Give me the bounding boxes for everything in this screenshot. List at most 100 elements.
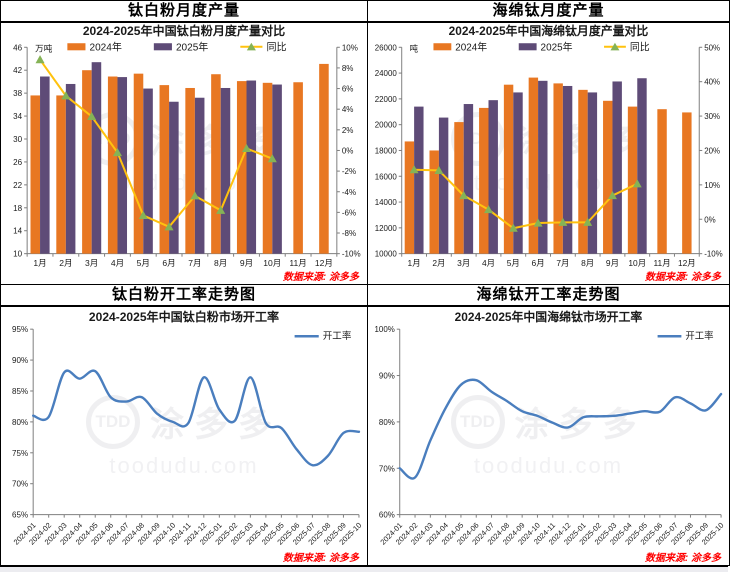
left-axis-tick-label: 22 [13, 181, 22, 190]
legend-swatch [153, 43, 172, 51]
bar-2024 [429, 150, 439, 254]
panel-title-tio2-rate: 钛白粉开工率走势图 [1, 285, 367, 307]
bar-2025 [612, 81, 622, 254]
bottom-scroll-strip [0, 566, 728, 572]
right-axis-tick-label: 10% [704, 181, 720, 190]
x-axis-label: 2月 [432, 258, 445, 268]
yoy-marker [35, 55, 45, 64]
yoy-marker [459, 190, 469, 200]
x-axis-label: 9月 [240, 258, 253, 268]
x-axis-label: 4月 [482, 258, 495, 268]
legend-label: 2024年 [89, 40, 121, 53]
bar-2024 [319, 63, 329, 254]
bar-2024 [236, 81, 247, 254]
bar-2024 [657, 109, 667, 254]
x-axis-label: 3月 [85, 258, 98, 268]
bar-2024 [627, 106, 638, 254]
left-axis-tick-label: 14 [13, 227, 22, 236]
legend-yoy-marker [610, 42, 620, 51]
panel-title-sponge-ti-output: 海绵钛月度产量 [368, 1, 729, 23]
bar-2024 [185, 87, 195, 254]
right-axis-tick-label: 4% [342, 105, 354, 114]
right-axis-tick-label: -4% [342, 188, 356, 197]
yoy-marker [409, 165, 419, 174]
x-axis-label: 12月 [678, 258, 696, 268]
yoy-marker [434, 165, 444, 174]
x-axis-label: 10月 [628, 258, 646, 268]
y-axis-tick-label: 80% [379, 418, 395, 427]
left-axis-tick-label: 10000 [375, 250, 398, 259]
bar-2025 [143, 88, 153, 254]
bar-2025 [513, 92, 523, 254]
right-axis-tick-label: 6% [342, 85, 354, 94]
yoy-marker [267, 154, 277, 163]
x-axis-label: 8月 [581, 258, 594, 268]
left-axis-tick-label: 26 [13, 158, 22, 167]
yoy-marker [216, 205, 226, 214]
yoy-marker [87, 111, 97, 120]
bar-2024 [56, 95, 66, 254]
yoy-marker [164, 222, 174, 231]
yoy-marker [61, 91, 71, 100]
chart-subtitle: 2024-2025年中国海绵钛市场开工率 [455, 309, 643, 324]
yoy-marker [138, 210, 148, 220]
bar-2025 [40, 76, 50, 254]
legend-label: 开工率 [323, 330, 352, 342]
bar-2025 [562, 85, 573, 254]
bar-2024 [479, 107, 489, 254]
data-source-note: 数据来源: 涂多多 [644, 272, 721, 283]
legend-label: 同比 [630, 41, 650, 53]
left-axis-tick-label: 10 [13, 250, 22, 259]
bar-2024 [682, 112, 692, 254]
bar-2024 [503, 84, 514, 254]
left-axis-tick-label: 26000 [375, 43, 398, 52]
x-axis-label: 8月 [214, 258, 227, 268]
left-axis-tick-label: 18 [13, 204, 22, 213]
yoy-marker [508, 223, 518, 232]
yoy-marker [533, 218, 543, 227]
x-axis-label: 7月 [188, 258, 201, 268]
legend-label: 同比 [266, 40, 286, 53]
x-axis-label: 5月 [507, 258, 520, 268]
right-axis-tick-label: -10% [342, 250, 361, 259]
x-axis-label: 5月 [137, 258, 150, 268]
right-axis-tick-label: 0% [704, 215, 715, 224]
sponge-ti-output-bar-chart: 2024-2025年中国海绵钛月度产量对比 2024年 2025年 同比 26000 24… [375, 23, 723, 268]
y-axis-tick-label: 70% [379, 464, 395, 473]
bar-2025 [91, 62, 102, 254]
bar-2025 [65, 83, 76, 254]
bar-2025 [194, 97, 205, 254]
bar-2024 [159, 85, 170, 254]
chart-subtitle: 2024-2025年中国海绵钛月度产量对比 [449, 23, 649, 38]
x-axis-label: 11月 [289, 258, 306, 268]
x-axis-label: 7月 [556, 258, 569, 268]
bar-2024 [528, 77, 539, 254]
yoy-marker [558, 217, 568, 226]
legend-swatch [67, 43, 86, 51]
legend-swatch [518, 43, 537, 51]
bar-2024 [262, 82, 273, 254]
right-axis-tick-label: 50% [704, 43, 720, 52]
tio2-output-bar-chart: 2024-2025年中国钛白粉月度产量对比 2024年 2025年 同比 46 42 38 3… [13, 23, 361, 268]
right-axis-tick-label: 0% [342, 146, 354, 155]
bar-2024 [107, 76, 118, 254]
panel-title-sponge-ti-rate: 海绵钛开工率走势图 [368, 285, 729, 307]
left-axis-tick-label: 34 [13, 112, 22, 121]
x-axis-label: 3月 [457, 258, 470, 268]
legend-label: 开工率 [685, 330, 714, 342]
panel-title-tio2-output: 钛白粉月度产量 [1, 1, 367, 23]
legend-label: 2025年 [541, 40, 573, 53]
y-axis-tick-label: 100% [375, 325, 395, 334]
bar-2025 [488, 100, 498, 254]
left-axis-tick-label: 22000 [375, 95, 398, 104]
bar-2024 [553, 83, 563, 254]
left-axis-tick-label: 14000 [375, 198, 398, 207]
bar-2024 [211, 74, 221, 254]
left-axis-tick-label: 24000 [375, 69, 398, 78]
y-axis-tick-label: 75% [12, 449, 28, 458]
right-axis-tick-label: 30% [704, 112, 720, 121]
x-axis-label: 6月 [532, 258, 545, 268]
